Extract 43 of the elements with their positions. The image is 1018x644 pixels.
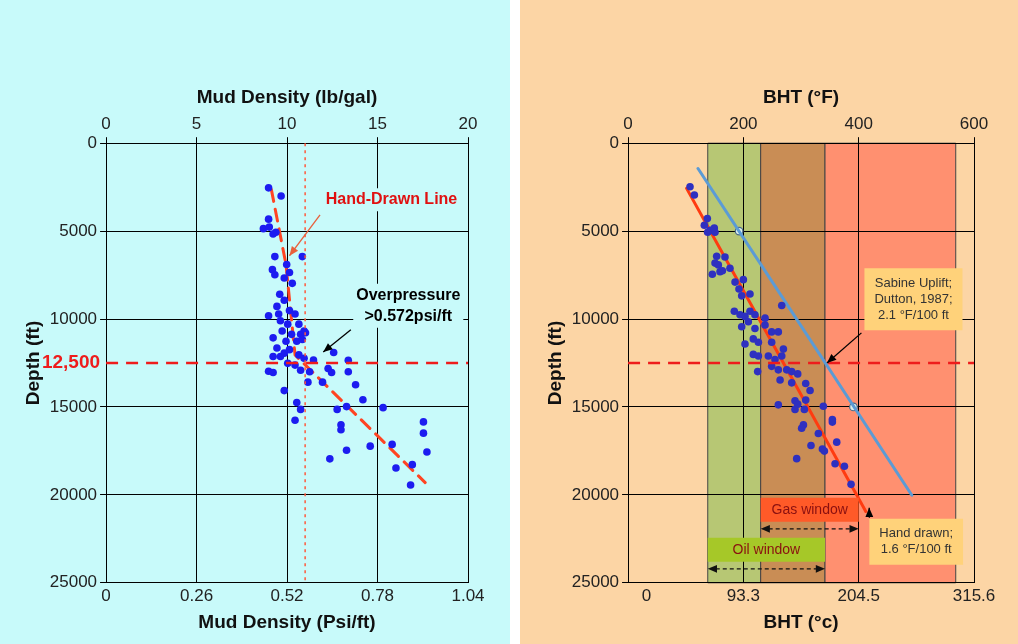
x2-tick-label: 20: [458, 113, 478, 133]
x2-tick-label: 10: [277, 113, 297, 133]
y-tick-label: 25000: [571, 572, 620, 592]
x-tick-label: 0.52: [270, 585, 304, 605]
x2-tick-label: 0: [101, 113, 111, 133]
annotation: Hand-Drawn Line: [325, 190, 458, 208]
y-axis-title: Depth (ft): [21, 320, 43, 406]
y-tick-label: 15000: [49, 396, 98, 416]
y-tick-label: 10000: [49, 308, 98, 328]
y-tick-label: 25000: [49, 572, 98, 592]
y-tick-label: 20000: [49, 484, 98, 504]
x2-tick-label: 600: [959, 113, 989, 133]
x-tick-label: 0.26: [180, 585, 214, 605]
annotation: Sabine Uplift; Dutton, 1987; 2.1 °F/100 ft: [874, 274, 953, 322]
x-axis-title: Mud Density (Psi/ft): [198, 610, 376, 632]
x2-axis-title: BHT (°F): [762, 85, 840, 107]
x-tick-label: 0.78: [360, 585, 395, 605]
y-tick-label: 15000: [571, 396, 620, 416]
annotation: Hand drawn; 1.6 °F/100 ft: [879, 525, 954, 557]
y-tick-label: 0: [609, 132, 620, 152]
y-tick-label: 20000: [571, 484, 620, 504]
y-axis-title: Depth (ft): [543, 320, 565, 406]
x-tick-label: 0: [641, 585, 652, 605]
x2-tick-label: 5: [191, 113, 202, 133]
x2-tick-label: 200: [729, 113, 758, 133]
x-tick-label: 0: [101, 585, 111, 605]
band-label: Gas window: [771, 500, 849, 517]
y-tick-label: 10000: [571, 308, 620, 328]
x-tick-label: 204.5: [837, 585, 880, 605]
ref-line-label: 12,500: [41, 351, 101, 373]
x-tick-label: 93.3: [726, 585, 760, 605]
x2-tick-label: 0: [623, 113, 633, 133]
y-tick-label: 5000: [581, 220, 620, 240]
x2-tick-label: 15: [368, 113, 387, 133]
y-tick-label: 0: [87, 132, 98, 152]
annotation: Overpressure >0.572psi/ft: [356, 285, 461, 324]
y-tick-label: 5000: [59, 220, 98, 240]
x-tick-label: 1.04: [451, 585, 485, 605]
band-label: Oil window: [732, 540, 802, 557]
x2-tick-label: 400: [844, 113, 873, 133]
x-tick-label: 315.6: [952, 585, 996, 605]
x-axis-title: BHT (°c): [763, 610, 839, 632]
x2-axis-title: Mud Density (lb/gal): [196, 85, 378, 107]
